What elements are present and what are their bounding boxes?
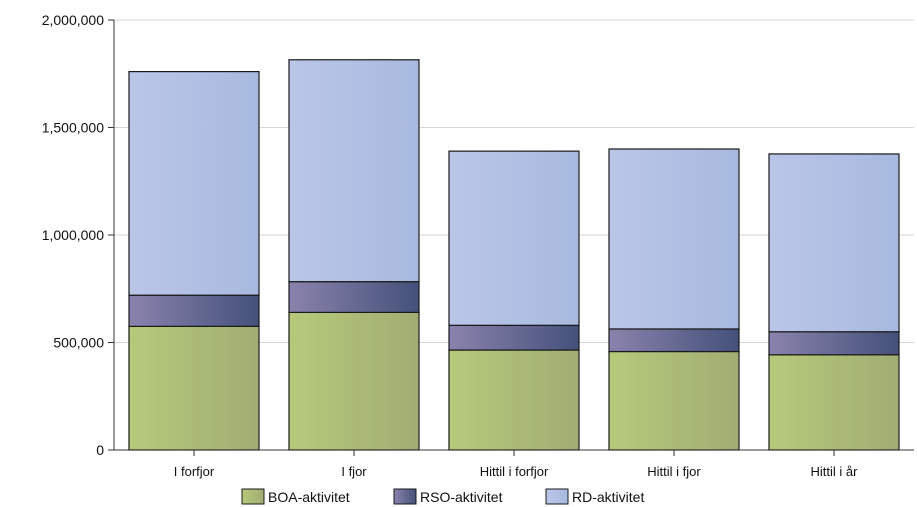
bar-rd-aktivitet-2 [448, 150, 580, 326]
legend: BOA-aktivitet RSO-aktivitet RD-aktivitet [241, 488, 644, 505]
bar-boa-aktivitet-4 [768, 354, 900, 451]
y-tick-label: 1,500,000 [42, 120, 104, 136]
bar-rd-aktivitet-0 [128, 70, 260, 296]
bar-boa-aktivitet-1 [288, 311, 420, 451]
axes: 0 500,000 1,000,000 1,500,000 2,000,000 I for… [42, 12, 914, 479]
bar-rd-aktivitet-3 [608, 148, 740, 330]
legend-label: BOA-aktivitet [268, 489, 350, 505]
legend-label: RSO-aktivitet [420, 489, 503, 505]
bar-rd-aktivitet-1 [288, 59, 420, 283]
bar-rso-aktivitet-0 [128, 294, 260, 327]
bars [128, 59, 900, 451]
x-category-label: I fjor [341, 464, 367, 479]
legend-swatch-rd-aktivitet [545, 488, 569, 505]
y-tick-label: 2,000,000 [42, 12, 104, 28]
bar-boa-aktivitet-3 [608, 350, 740, 451]
bar-rso-aktivitet-2 [448, 324, 580, 351]
bar-rso-aktivitet-3 [608, 328, 740, 353]
y-tick-label: 500,000 [53, 335, 104, 351]
y-tick-label: 1,000,000 [42, 227, 104, 243]
legend-label: RD-aktivitet [572, 489, 644, 505]
bar-rd-aktivitet-4 [768, 153, 900, 333]
bar-rso-aktivitet-4 [768, 331, 900, 356]
x-category-label: Hittil i år [811, 464, 859, 479]
x-category-label: I forfjor [174, 464, 215, 479]
x-category-label: Hittil i fjor [647, 464, 701, 479]
bar-boa-aktivitet-0 [128, 325, 260, 451]
legend-swatch-boa-aktivitet [241, 488, 265, 505]
y-tick-label: 0 [96, 442, 104, 458]
bar-rso-aktivitet-1 [288, 281, 420, 313]
bar-boa-aktivitet-2 [448, 349, 580, 451]
legend-swatch-rso-aktivitet [393, 488, 417, 505]
x-category-label: Hittil i forfjor [480, 464, 549, 479]
